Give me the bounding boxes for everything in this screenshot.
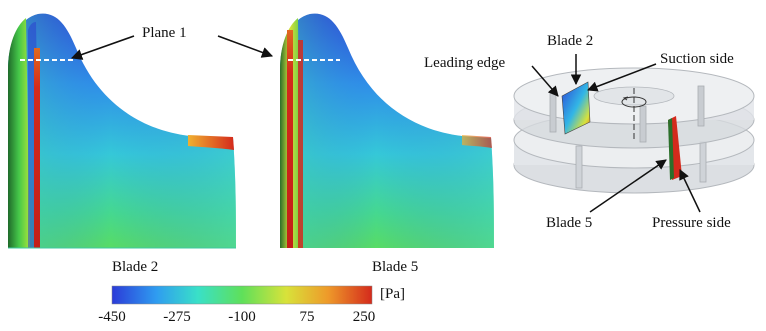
plane1-label: Plane 1 xyxy=(142,25,187,41)
blade5-caption: Blade 5 xyxy=(372,259,419,275)
blade5-schematic-label: Blade 5 xyxy=(546,215,593,231)
blade5-contour xyxy=(280,13,494,248)
blade2-highlight xyxy=(562,82,590,134)
pressure-side-arrow xyxy=(679,169,701,213)
colorbar-tick: -275 xyxy=(163,309,191,325)
colorbar-tick: 75 xyxy=(299,309,315,325)
colorbar-tick: 250 xyxy=(352,309,376,325)
blade2-schematic-label: Blade 2 xyxy=(547,33,594,49)
plane1-arrow-left xyxy=(70,35,135,60)
suction-side-label: Suction side xyxy=(660,51,734,67)
blade2-contour xyxy=(8,13,236,249)
colorbar-unit: [Pa] xyxy=(380,286,405,302)
blade2-caption: Blade 2 xyxy=(112,259,159,275)
leading-edge-label: Leading edge xyxy=(424,55,506,71)
suction-side-arrow xyxy=(587,63,657,92)
colorbar-tick: -100 xyxy=(228,309,256,325)
pressure-side-label: Pressure side xyxy=(652,215,731,231)
leading-edge-arrow xyxy=(531,65,559,97)
colorbar xyxy=(112,286,372,304)
colorbar-tick: -450 xyxy=(98,309,126,325)
plane1-arrow-right xyxy=(217,35,274,58)
blade5-arrow xyxy=(589,159,667,213)
